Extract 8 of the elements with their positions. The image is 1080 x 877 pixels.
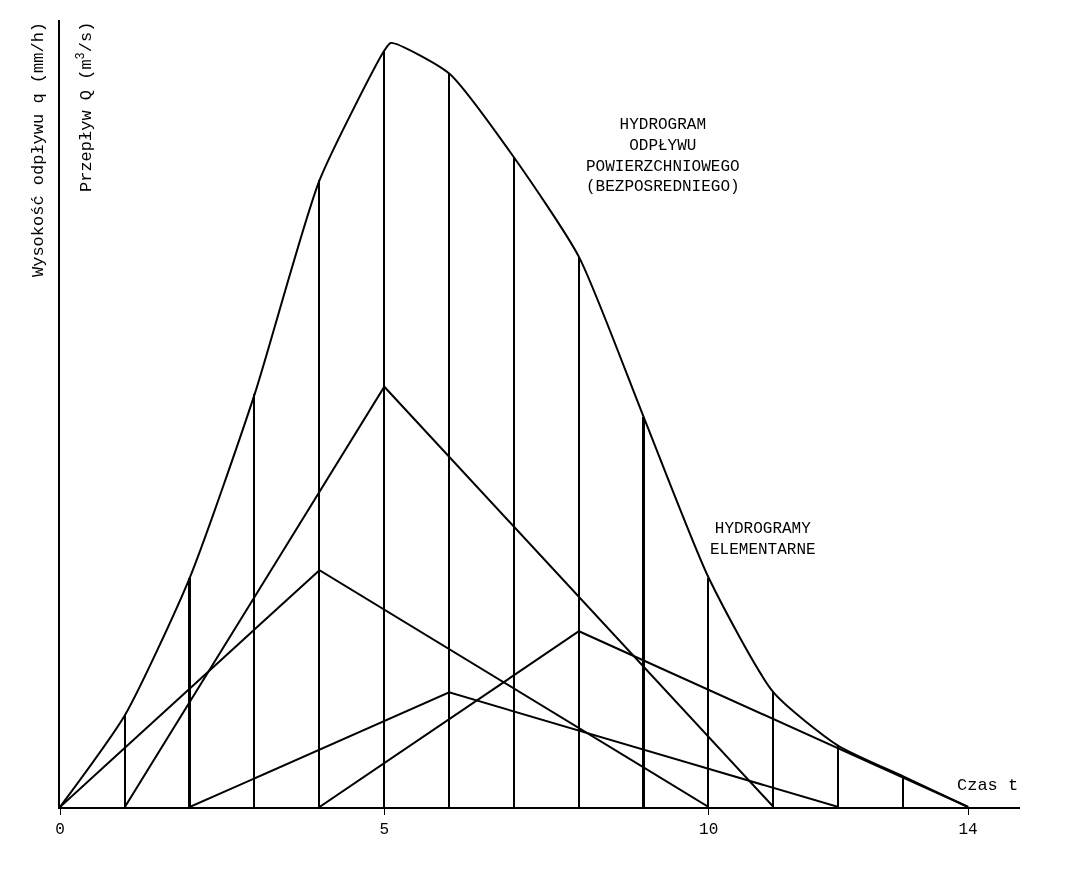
y-axis-title: Wysokość odpływu q (mm/h) (29, 21, 48, 277)
x-tick-label: 5 (379, 821, 390, 840)
x-tick-label: 14 (958, 821, 978, 840)
annotation: HYDROGRAM ODPŁYWU POWIERZCHNIOWEGO (BEZPOSREDNIEGO) (586, 116, 740, 197)
x-tick-label: 10 (699, 821, 719, 840)
x-tick-label: 0 (55, 821, 65, 840)
annotation: HYDROGRAMY ELEMENTARNE (710, 520, 816, 559)
x-axis-title: Czas t (957, 776, 1019, 795)
